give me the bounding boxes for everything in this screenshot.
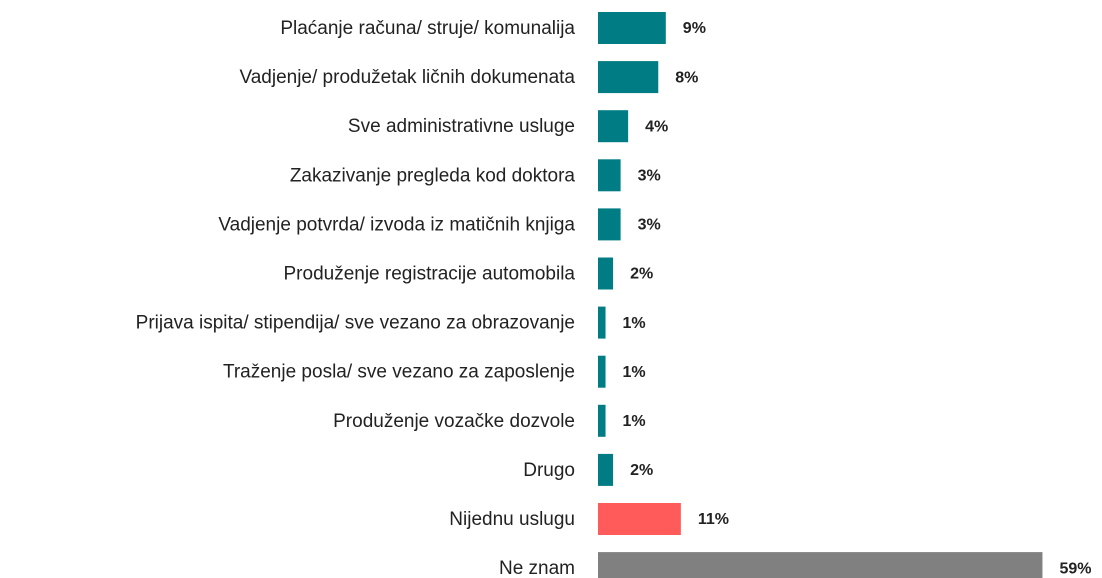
- value-label: 8%: [675, 69, 698, 86]
- category-label: Zakazivanje pregleda kod doktora: [290, 165, 576, 186]
- value-label: 3%: [638, 217, 661, 234]
- bar: [598, 453, 614, 486]
- bar: [598, 355, 606, 388]
- bar: [598, 12, 666, 44]
- value-label: 2%: [630, 462, 653, 479]
- category-label: Drugo: [523, 460, 575, 481]
- value-label: 9%: [683, 20, 706, 37]
- category-label: Produženje vozačke dozvole: [333, 411, 575, 432]
- category-label: Prijava ispita/ stipendija/ sve vezano z…: [136, 313, 575, 334]
- value-label: 59%: [1059, 560, 1091, 577]
- bar: [598, 503, 681, 535]
- value-label: 4%: [645, 118, 668, 135]
- value-label: 3%: [638, 168, 661, 185]
- value-label: 1%: [623, 315, 646, 332]
- value-label: 2%: [630, 266, 653, 283]
- bar: [598, 110, 629, 143]
- value-label: 1%: [623, 413, 646, 430]
- value-label: 1%: [623, 364, 646, 381]
- category-label: Plaćanje računa/ struje/ komunalija: [280, 18, 575, 39]
- bar: [598, 61, 659, 94]
- category-label: Vadjenje potvrda/ izvoda iz matičnih knj…: [218, 214, 575, 235]
- category-label: Sve administrativne usluge: [348, 116, 575, 137]
- bar: [598, 208, 621, 241]
- value-label: 11%: [698, 511, 729, 528]
- bar: [598, 404, 606, 437]
- bar: [598, 306, 606, 339]
- category-label: Vadjenje/ produžetak ličnih dokumenata: [239, 67, 575, 88]
- category-label: Produženje registracije automobila: [284, 264, 576, 285]
- bar: [598, 257, 614, 290]
- category-label: Traženje posla/ sve vezano za zaposlenje: [223, 362, 575, 383]
- category-label: Nijednu uslugu: [449, 509, 575, 530]
- bar: [598, 159, 621, 192]
- category-label: Ne znam: [499, 558, 575, 578]
- bar: [598, 552, 1043, 578]
